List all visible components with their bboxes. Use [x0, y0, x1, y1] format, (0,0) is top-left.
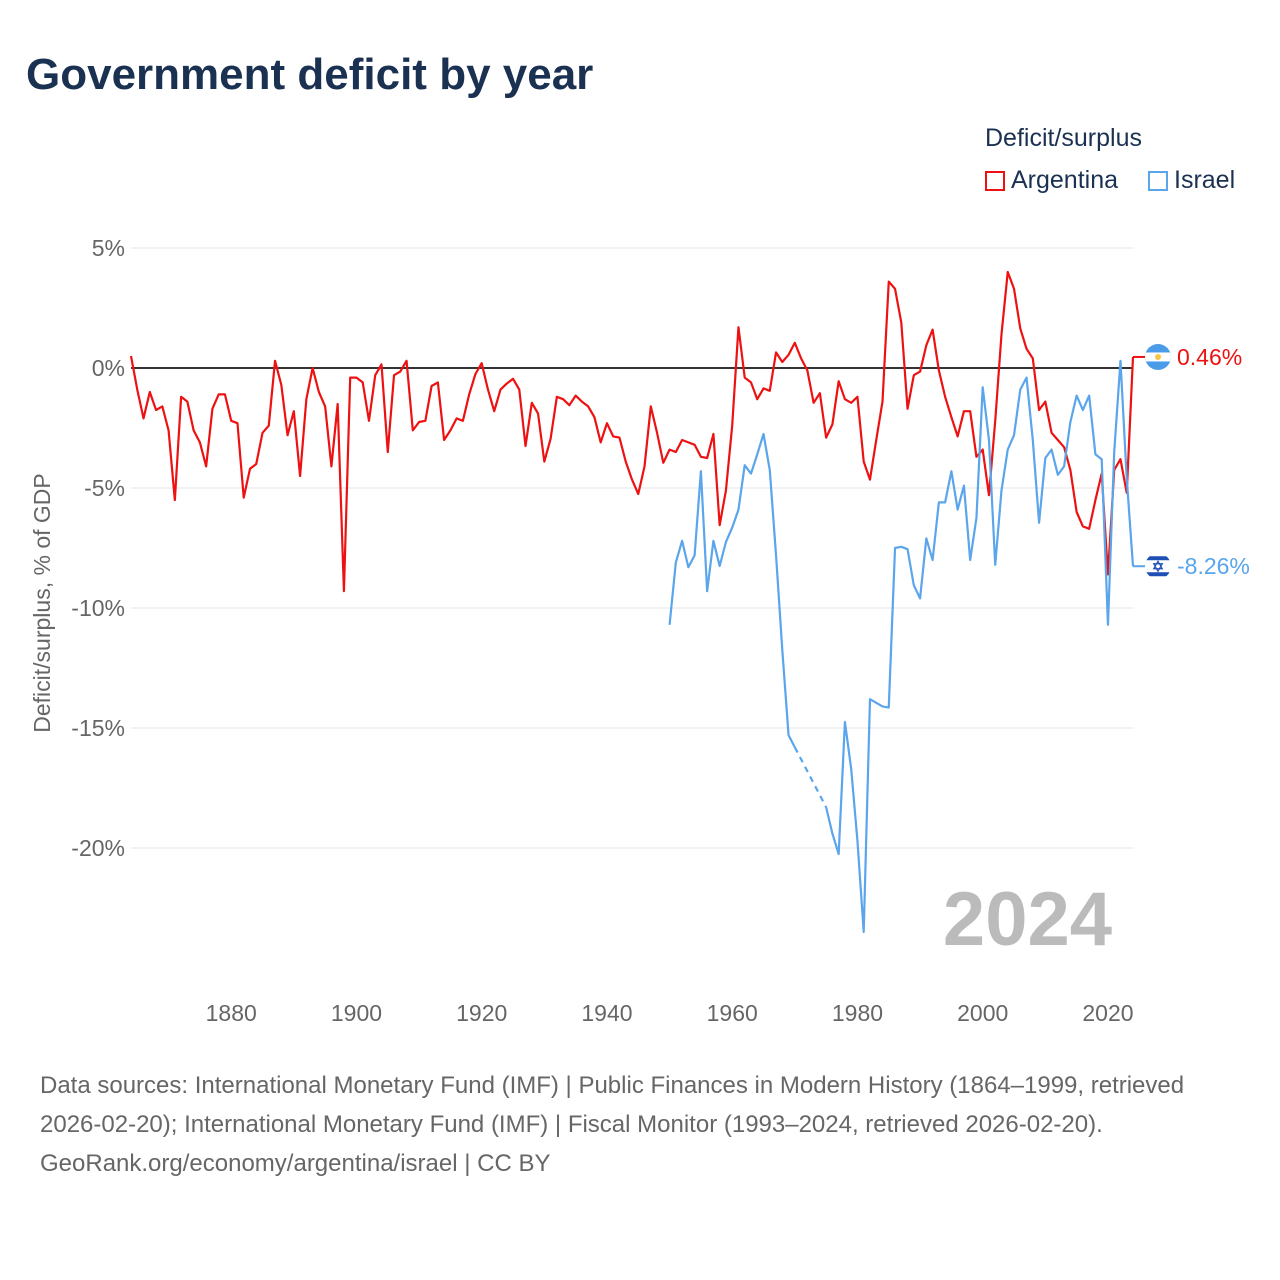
israel-flag-icon [1145, 553, 1171, 580]
y-tick-label: -15% [71, 715, 125, 741]
footer: Data sources: International Monetary Fun… [40, 1066, 1240, 1183]
x-tick-label: 1980 [832, 1000, 883, 1026]
legend-title: Deficit/surplus [985, 124, 1142, 152]
series-line-argentina [129, 270, 1135, 593]
legend-item-israel[interactable]: Israel [1148, 166, 1235, 195]
x-tick-label: 1920 [456, 1000, 507, 1026]
series-line-israel [668, 432, 796, 748]
legend-label: Israel [1174, 166, 1236, 194]
series-line-israel [825, 359, 1135, 934]
x-tick-label: 1960 [707, 1000, 758, 1026]
x-tick-label: 1940 [581, 1000, 632, 1026]
y-tick-label: -20% [71, 835, 125, 861]
y-tick-label: 0% [92, 355, 125, 381]
y-axis-label: Deficit/surplus, % of GDP [29, 473, 55, 732]
year-watermark: 2024 [943, 877, 1112, 962]
y-tick-label: -5% [84, 475, 125, 501]
data-sources: Data sources: International Monetary Fun… [40, 1072, 1185, 1138]
legend-label: Argentina [1011, 166, 1119, 194]
series-gap-israel [793, 746, 828, 808]
end-label-argentina: 0.46% [1177, 344, 1242, 370]
x-tick-label: 1900 [331, 1000, 382, 1026]
x-tick-label: 1880 [206, 1000, 257, 1026]
credit-link[interactable]: GeoRank.org/economy/argentina/israel | C… [40, 1150, 551, 1177]
y-tick-label: 5% [92, 235, 125, 261]
end-label-israel: -8.26% [1177, 553, 1250, 579]
chart-title: Government deficit by year [26, 50, 594, 99]
argentina-flag-icon [1145, 343, 1171, 370]
x-tick-label: 2000 [957, 1000, 1008, 1026]
legend-swatch-israel [1148, 170, 1168, 191]
legend-swatch-argentina [985, 170, 1005, 191]
legend-item-argentina[interactable]: Argentina [985, 166, 1118, 195]
x-tick-label: 2020 [1082, 1000, 1133, 1026]
y-tick-label: -10% [71, 595, 125, 621]
